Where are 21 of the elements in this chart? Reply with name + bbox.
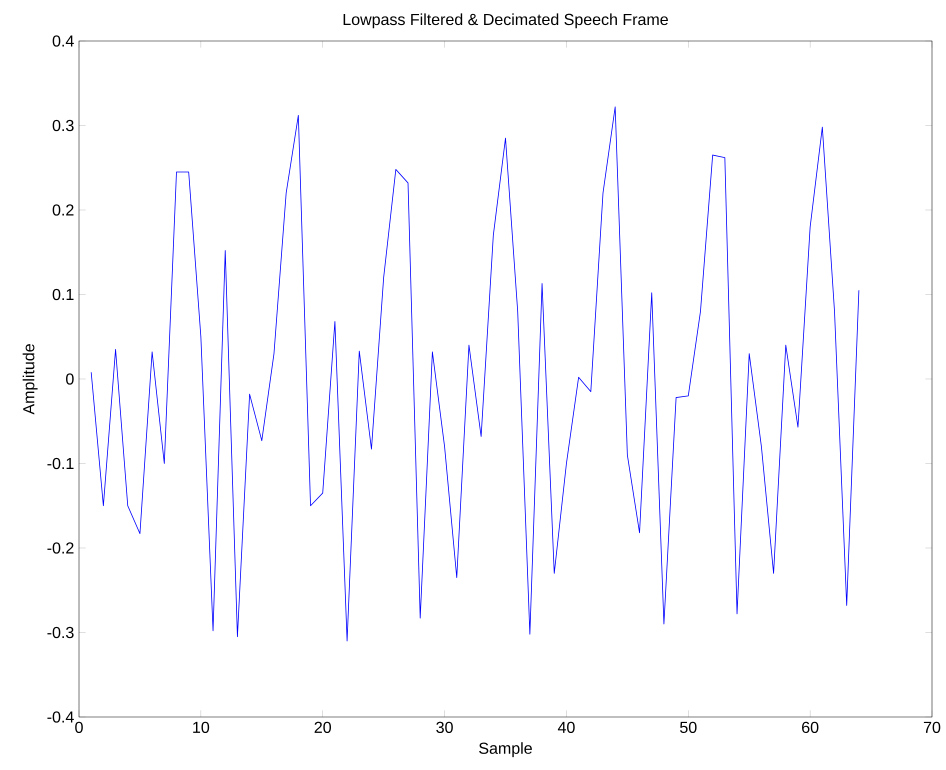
x-tick-label: 50	[680, 722, 697, 734]
x-tick-label: 10	[193, 722, 210, 734]
x-tick-label: 60	[802, 722, 818, 734]
x-tick-label: 20	[314, 722, 331, 734]
y-tick-label: -0.1	[47, 458, 74, 470]
x-tick-label: 30	[436, 722, 453, 734]
y-tick-label: 0	[66, 373, 74, 385]
x-axis-title: Sample	[479, 742, 532, 758]
y-tick-label: 0.4	[52, 35, 74, 47]
y-tick-label: -0.3	[47, 626, 74, 638]
y-tick-label: -0.4	[47, 711, 74, 723]
x-tick-label: 70	[924, 722, 940, 734]
chart-title: Lowpass Filtered & Decimated Speech Frame	[344, 13, 668, 28]
y-tick-label: 0.3	[52, 120, 74, 132]
x-tick-label: 0	[75, 722, 83, 734]
line-series	[90, 106, 860, 642]
y-tick-label: -0.2	[47, 542, 74, 554]
x-tick-label: 40	[558, 722, 575, 734]
y-axis-title: Amplitude	[22, 344, 38, 415]
y-tick-label: 0.1	[52, 288, 74, 300]
y-tick-label: 0.2	[52, 204, 74, 216]
